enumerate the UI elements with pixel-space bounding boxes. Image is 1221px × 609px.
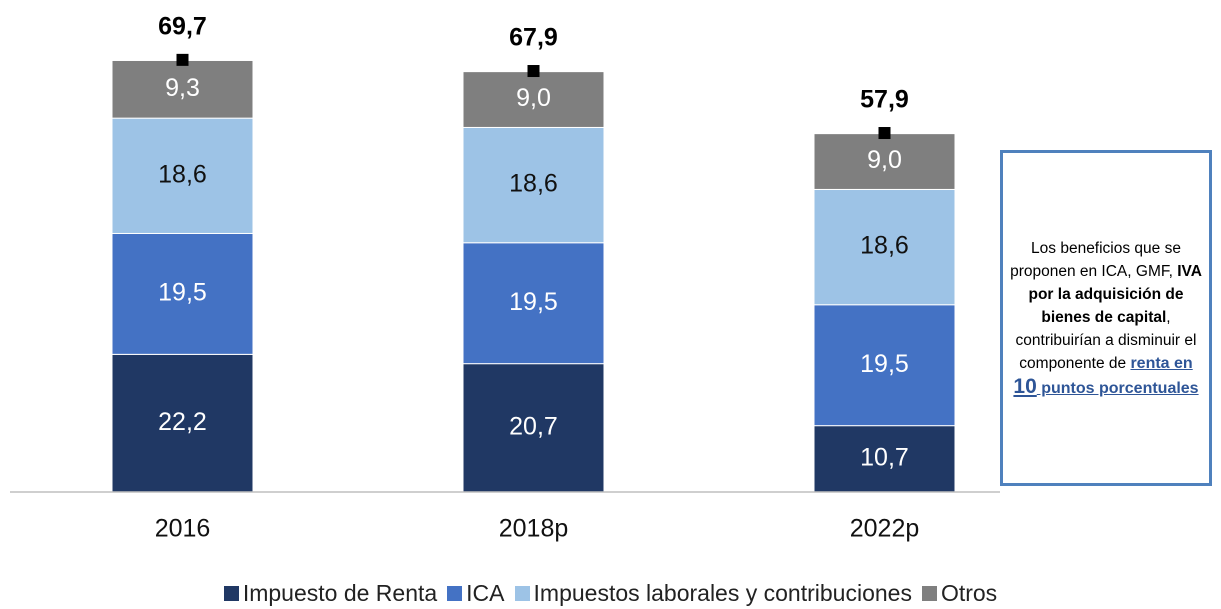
legend: Impuesto de Renta ICA Impuestos laborales …	[0, 580, 1221, 607]
bar-segment	[462, 242, 605, 365]
value-label: 9,0	[516, 84, 551, 112]
legend-item: ICA	[447, 580, 505, 607]
total-label: 67,9	[509, 24, 558, 52]
annotation-part: , contribuirían a disminuir el component…	[1015, 308, 1197, 372]
value-label: 18,6	[158, 160, 207, 188]
bar-segment	[111, 353, 254, 493]
bar-segment	[111, 117, 254, 234]
total-marker	[878, 127, 891, 140]
bar-segment	[813, 425, 956, 493]
total-marker	[176, 53, 189, 66]
bar-segment	[813, 304, 956, 427]
legend-label: ICA	[466, 580, 505, 606]
legend-swatch	[447, 586, 463, 601]
bar-segment	[111, 59, 254, 119]
value-label: 18,6	[509, 170, 558, 198]
bar-segment	[462, 71, 605, 128]
legend-swatch	[514, 586, 530, 601]
value-label: 18,6	[860, 232, 909, 260]
legend-item: Impuestos laborales y contribuciones	[514, 580, 912, 607]
value-label: 20,7	[509, 412, 558, 440]
bar-segment	[813, 188, 956, 306]
annotation-part: Los beneficios que se proponen en ICA, G…	[1010, 239, 1181, 280]
value-label: 19,5	[860, 350, 909, 378]
annotation-box: Los beneficios que se proponen en ICA, G…	[1000, 150, 1212, 486]
legend-item: Impuesto de Renta	[223, 580, 438, 607]
bar-segment	[462, 363, 605, 493]
annotation-bold: IVA por la adquisición de bienes de capi…	[1028, 262, 1202, 326]
x-tick-label: 2016	[155, 515, 211, 543]
value-label: 19,5	[509, 288, 558, 316]
x-tick-label: 2022p	[850, 515, 920, 543]
legend-swatch	[223, 586, 239, 601]
value-label: 22,2	[158, 408, 207, 436]
total-label: 57,9	[860, 86, 909, 114]
chart: 22,2 19,5 18,6 9,3 69,7 2016 20,7 19,5 18,6 9,0 67…	[10, 12, 1000, 543]
annotation-link: renta en	[1130, 354, 1193, 372]
total-marker	[527, 65, 540, 78]
value-label: 19,5	[158, 279, 207, 307]
legend-item: Otros	[921, 580, 998, 607]
legend-label: Impuestos laborales y contribuciones	[533, 580, 912, 606]
bar-segment	[813, 133, 956, 190]
x-tick-label: 2018p	[499, 515, 569, 543]
value-label: 10,7	[860, 443, 909, 471]
annotation-link: puntos porcentuales	[1036, 379, 1199, 397]
value-label: 9,0	[867, 146, 902, 174]
bar-segment	[462, 126, 605, 244]
value-label: 9,3	[165, 74, 200, 102]
legend-label: Impuesto de Renta	[242, 580, 438, 606]
legend-label: Otros	[940, 580, 998, 606]
annotation-text: Los beneficios que se proponen en ICA, G…	[1009, 237, 1203, 400]
legend-swatch	[921, 586, 937, 601]
annotation-link: 10	[1013, 374, 1037, 398]
total-label: 69,7	[158, 12, 207, 40]
